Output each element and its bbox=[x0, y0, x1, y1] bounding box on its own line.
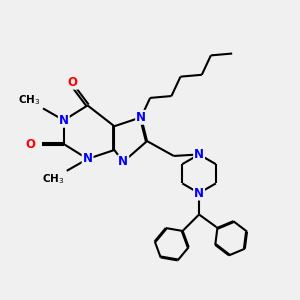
Text: N: N bbox=[194, 148, 204, 161]
Text: N: N bbox=[136, 111, 146, 124]
Text: CH$_3$: CH$_3$ bbox=[18, 93, 40, 107]
Text: N: N bbox=[59, 114, 69, 127]
Text: CH$_3$: CH$_3$ bbox=[42, 172, 64, 186]
Text: N: N bbox=[82, 152, 93, 165]
Text: N: N bbox=[118, 155, 128, 168]
Text: O: O bbox=[68, 76, 78, 89]
Text: O: O bbox=[26, 138, 36, 151]
Text: N: N bbox=[194, 187, 204, 200]
